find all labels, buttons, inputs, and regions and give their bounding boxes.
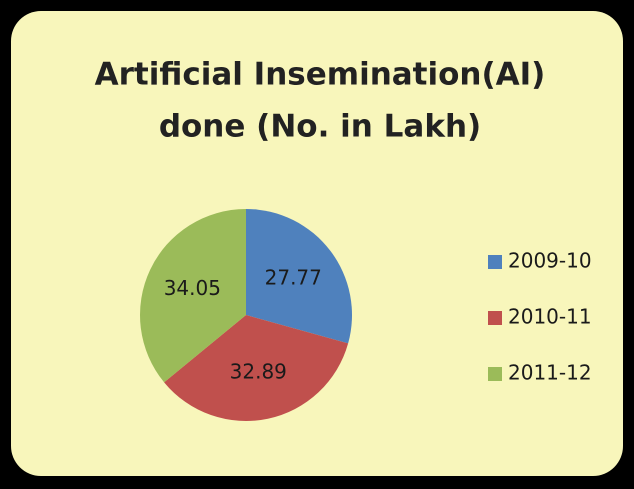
chart-title: Artificial Insemination(AI) xyxy=(95,57,546,93)
pie-slice xyxy=(140,209,246,383)
legend-label: 2010-11 xyxy=(508,305,592,329)
legend-label: 2011-12 xyxy=(508,361,592,385)
legend-swatch xyxy=(488,255,502,269)
pie-slice xyxy=(164,315,349,421)
chart-title: done (No. in Lakh) xyxy=(159,109,481,145)
data-label: 32.89 xyxy=(230,360,287,384)
pie-slice xyxy=(246,209,352,344)
legend-label: 2009-10 xyxy=(508,249,592,273)
legend-swatch xyxy=(488,311,502,325)
data-label: 34.05 xyxy=(164,276,221,300)
data-label: 27.77 xyxy=(265,266,322,290)
legend-swatch xyxy=(488,367,502,381)
